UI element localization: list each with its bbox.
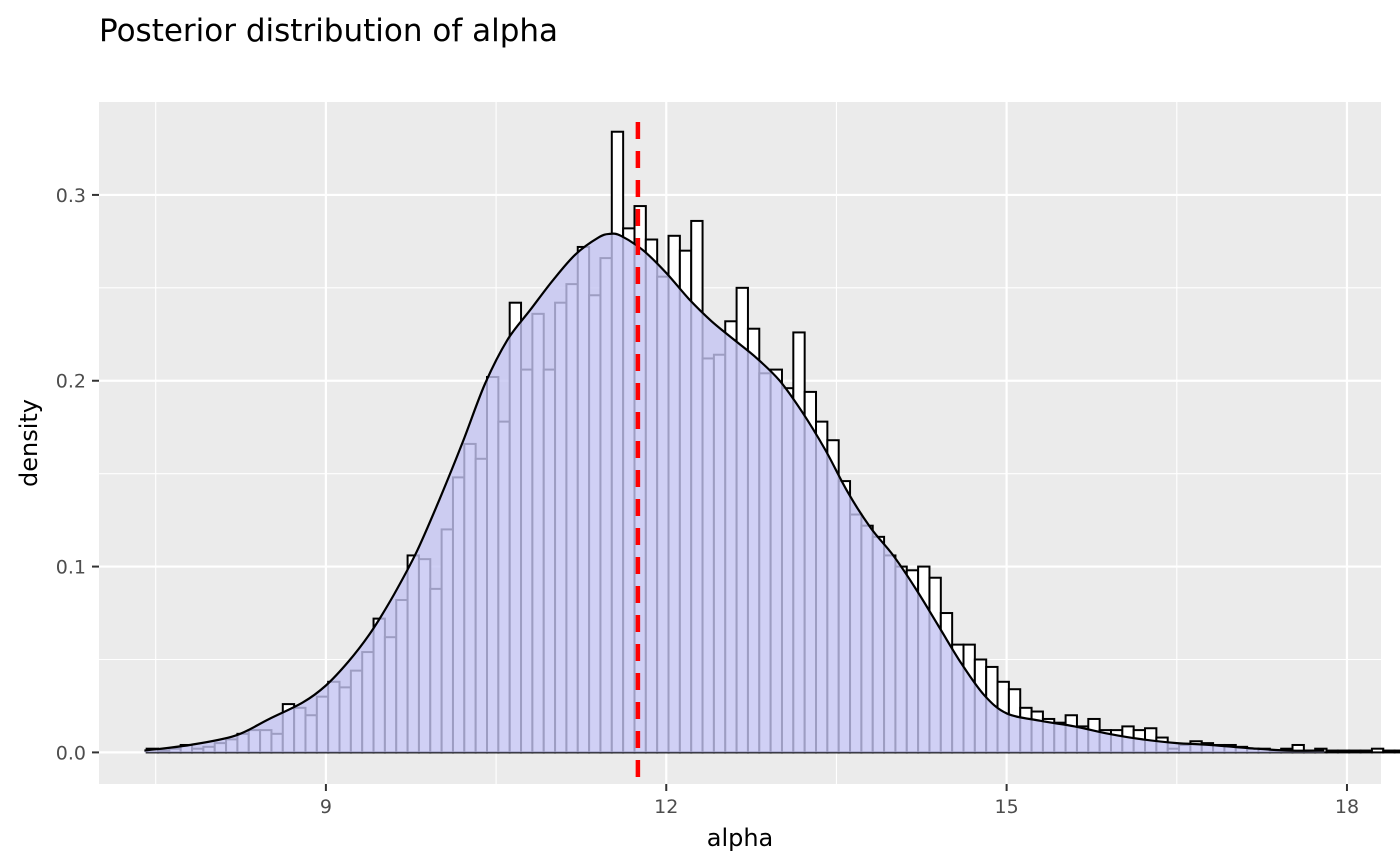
density-area [144, 233, 1325, 753]
chart-title: Posterior distribution of alpha [99, 13, 558, 49]
y-tick-label: 0.3 [56, 185, 86, 207]
x-tick-label: 12 [654, 796, 678, 818]
x-tick-label: 9 [320, 796, 332, 818]
y-axis-title: density [15, 399, 43, 487]
y-tick-label: 0.2 [56, 371, 86, 393]
histogram-bar [1370, 747, 1385, 754]
x-tick-label: 18 [1335, 796, 1359, 818]
density-layer [144, 232, 1325, 753]
histogram-bar [1382, 749, 1396, 754]
x-axis: 9 12 15 18 [320, 784, 1359, 818]
y-tick-label: 0.1 [56, 557, 86, 579]
histogram-bar [1393, 749, 1400, 754]
histogram-bar [1336, 749, 1351, 754]
y-tick-label: 0.0 [56, 742, 86, 764]
histogram-bar [1359, 749, 1373, 754]
density-curve [144, 232, 1325, 752]
y-axis: 0.0 0.1 0.2 0.3 [56, 185, 99, 764]
histogram-bar [1348, 749, 1362, 754]
x-axis-title: alpha [707, 824, 774, 852]
histogram-bar [1325, 749, 1339, 754]
x-tick-label: 15 [995, 796, 1019, 818]
